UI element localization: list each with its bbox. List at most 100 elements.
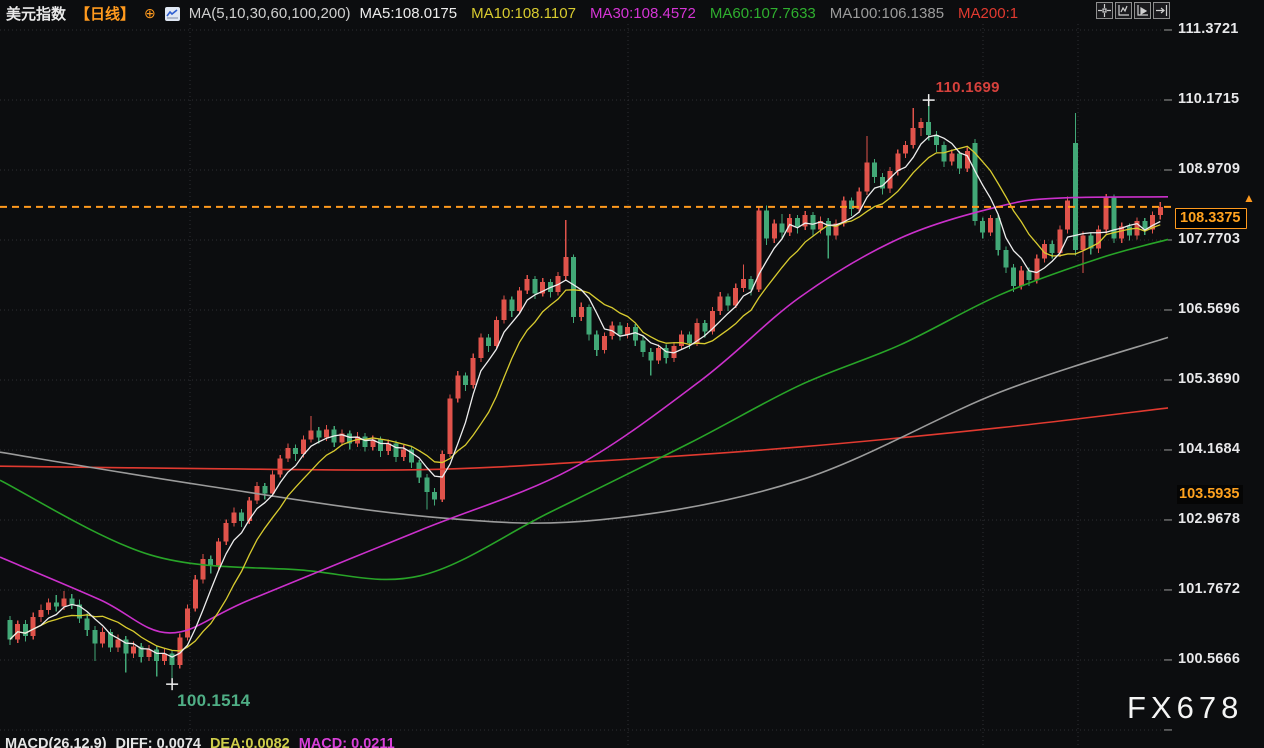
candle-body xyxy=(771,223,777,239)
ma-value: MA10:108.1107 xyxy=(471,5,576,22)
candle-body xyxy=(733,287,739,306)
axis-price-label: 101.7672 xyxy=(1178,580,1241,597)
axis-price-label: 110.1715 xyxy=(1178,90,1240,107)
candle-body xyxy=(1080,235,1086,250)
line-chart-icon[interactable] xyxy=(164,6,180,21)
timeframe-label[interactable]: 【日线】 xyxy=(75,6,136,23)
candle-body xyxy=(594,334,600,351)
low-price-annotation: 100.1514 xyxy=(177,691,251,711)
candle-body xyxy=(987,217,993,233)
axis-price-label: 100.5666 xyxy=(1178,650,1241,667)
ma5-line xyxy=(9,134,1161,658)
candle-body xyxy=(980,220,986,233)
candle-body xyxy=(1142,220,1148,230)
candle-body xyxy=(810,214,816,230)
ma100-line xyxy=(0,336,1169,524)
axis-price-label: 111.3721 xyxy=(1178,21,1239,37)
candle-body xyxy=(215,541,221,566)
candle-body xyxy=(818,220,824,230)
candle-body xyxy=(486,337,492,347)
candle-body xyxy=(30,617,36,636)
candle-body xyxy=(524,279,530,291)
indicator-scale-icon[interactable] xyxy=(1134,2,1151,19)
candle-body xyxy=(717,296,723,312)
candle-body xyxy=(578,307,584,317)
candle-body xyxy=(293,448,299,454)
candle-body xyxy=(1111,197,1117,239)
candle-body xyxy=(825,220,831,236)
candle-body xyxy=(115,639,121,648)
candle-body xyxy=(933,135,939,145)
candle-body xyxy=(200,558,206,580)
candle-body xyxy=(169,653,175,666)
candle-body xyxy=(887,171,893,189)
candle-body xyxy=(231,512,237,523)
candle-body xyxy=(107,631,113,648)
price-up-arrow-icon: ▲ xyxy=(1243,190,1255,205)
candle-body xyxy=(872,162,878,178)
ma-value: MA30:108.4572 xyxy=(589,5,696,22)
candle-body xyxy=(1096,229,1102,249)
candle-body xyxy=(378,439,384,452)
candle-body xyxy=(571,256,577,317)
candle-body xyxy=(154,649,160,661)
candle-body xyxy=(316,430,322,438)
candle-body xyxy=(370,439,376,447)
candle-body xyxy=(748,279,754,290)
candle-body xyxy=(910,128,916,145)
candle-body xyxy=(794,217,800,227)
candle-body xyxy=(223,522,229,542)
candle-body xyxy=(694,322,700,344)
candle-body xyxy=(895,153,901,172)
macd-header: MACD(26,12,9) DIFF: 0.0074 DEA:0.0082 MA… xyxy=(5,736,395,748)
candle-body xyxy=(1041,244,1047,259)
candle-body xyxy=(447,398,453,454)
candle-body xyxy=(308,430,314,440)
pan-right-icon[interactable] xyxy=(1153,2,1170,19)
candle-body xyxy=(493,319,499,347)
candle-body xyxy=(324,429,330,438)
ma-lines-layer xyxy=(0,134,1169,658)
candle-body xyxy=(123,639,129,654)
candle-body xyxy=(964,150,970,169)
candle-body xyxy=(300,439,306,454)
candle-body xyxy=(532,279,538,294)
candle-body xyxy=(856,191,862,210)
axis-price-label: 104.1684 xyxy=(1178,440,1241,457)
candle-body xyxy=(1003,249,1009,268)
candle-body xyxy=(1157,206,1163,215)
ma-settings-label: MA(5,10,30,60,100,200) xyxy=(188,5,351,22)
candle-body xyxy=(277,458,283,475)
candle-body xyxy=(710,311,716,332)
candle-body xyxy=(740,279,746,288)
candle-body xyxy=(46,602,52,611)
candle-body xyxy=(509,299,515,312)
axis-price-label: 107.7703 xyxy=(1178,230,1241,247)
candle-body xyxy=(632,326,638,341)
candle-body xyxy=(1057,229,1063,253)
candle-body xyxy=(262,486,268,494)
candle-body xyxy=(926,122,932,136)
candle-body xyxy=(995,217,1001,250)
candle-body xyxy=(1018,270,1024,287)
highlighted-level-label: 103.5935 xyxy=(1177,485,1244,505)
add-circle-icon[interactable]: ⊕ xyxy=(144,5,156,21)
candle-body xyxy=(92,630,98,644)
extreme-cross-marker xyxy=(166,678,179,691)
candle-body xyxy=(69,598,75,605)
ma-value: MA100:106.1385 xyxy=(829,5,945,22)
candle-body xyxy=(957,153,963,169)
crosshair-icon[interactable] xyxy=(1096,2,1113,19)
candle-body xyxy=(625,326,631,335)
candle-body xyxy=(208,558,214,566)
symbol-title: 美元指数 xyxy=(6,6,67,23)
candle-body xyxy=(38,610,44,618)
candle-body xyxy=(517,290,523,312)
candle-body xyxy=(648,351,654,361)
candle-body xyxy=(833,223,839,236)
main-scale-icon[interactable] xyxy=(1115,2,1132,19)
candle-body xyxy=(601,336,607,351)
candle-body xyxy=(7,620,13,640)
